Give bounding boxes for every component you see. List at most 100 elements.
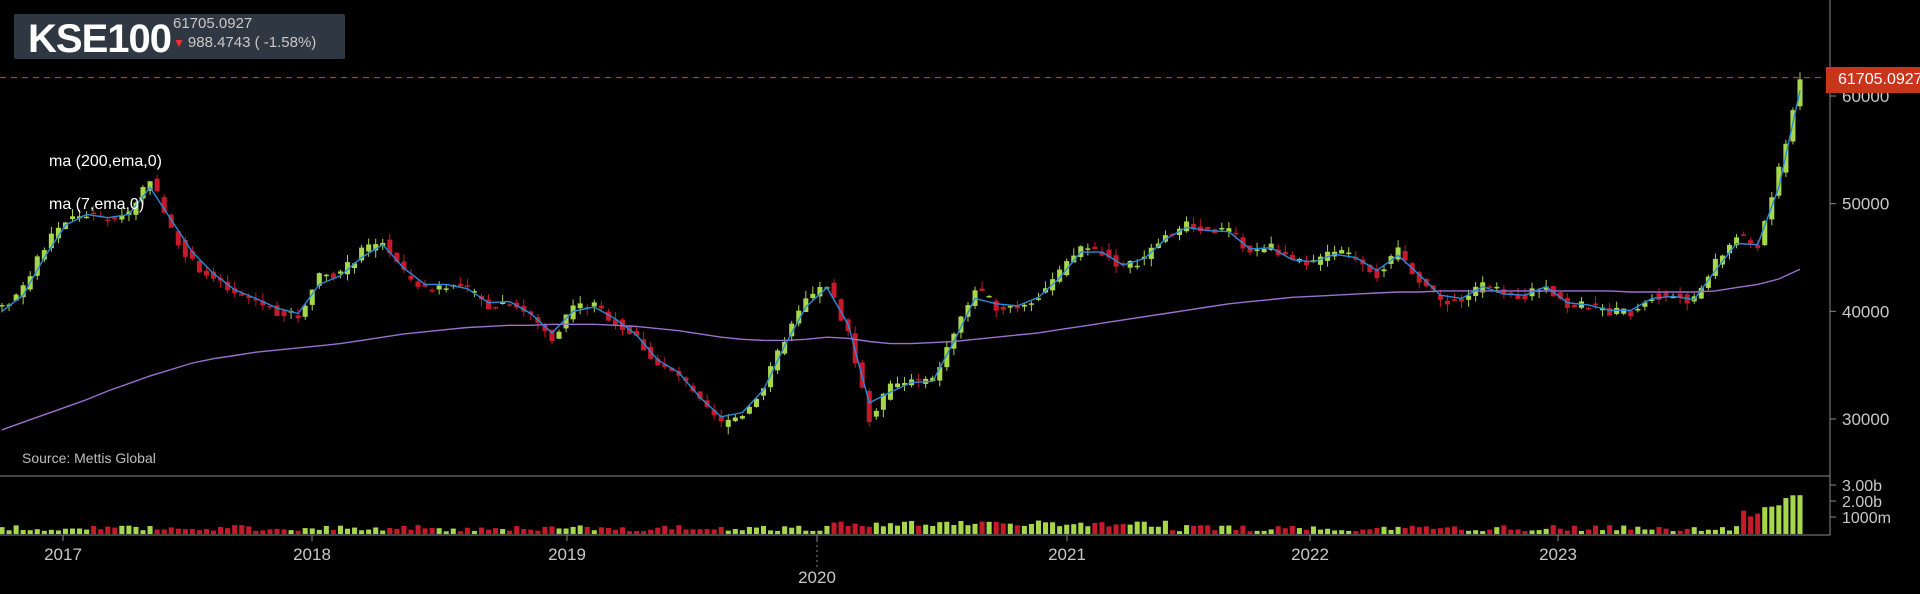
x-tick-label: 2019 xyxy=(548,545,586,564)
candle-body xyxy=(1402,251,1408,261)
volume-bar xyxy=(55,530,61,534)
volume-bar xyxy=(1642,529,1648,534)
volume-bar xyxy=(768,530,774,534)
volume-bar xyxy=(1564,530,1570,534)
volume-bar xyxy=(1318,529,1324,534)
candle-body xyxy=(605,311,611,321)
volume-bar xyxy=(1014,525,1020,534)
ma-7-line xyxy=(1,90,1801,418)
volume-bar xyxy=(725,530,731,534)
candle-body xyxy=(1508,292,1514,295)
candle-body xyxy=(112,217,118,220)
legend-ma-7[interactable]: ma (7,ema,0) xyxy=(49,196,145,213)
volume-bar xyxy=(337,525,343,534)
candle-body xyxy=(1092,246,1098,250)
volume-bar xyxy=(274,528,280,534)
volume-bar xyxy=(810,530,816,534)
candle-body xyxy=(500,302,506,305)
volume-bar xyxy=(796,525,802,534)
candle-body xyxy=(1303,260,1309,266)
volume-bar xyxy=(1607,525,1613,534)
candle-body xyxy=(563,314,569,329)
candle-body xyxy=(485,299,492,310)
volume-bar xyxy=(1437,528,1443,534)
volume-bar xyxy=(1459,529,1465,534)
candle-body xyxy=(1656,293,1662,300)
volume-bar xyxy=(1289,525,1295,534)
change-row: ▼ 988.4743 ( -1.58%) xyxy=(173,34,316,51)
candle-body xyxy=(542,324,548,332)
candle-body xyxy=(41,250,47,260)
candle-body xyxy=(274,305,280,316)
volume-bar xyxy=(1473,530,1479,534)
volume-bar xyxy=(1254,530,1260,534)
candle-body xyxy=(1374,269,1380,278)
volume-bar xyxy=(669,529,675,534)
volume-bar xyxy=(676,525,682,534)
volume-bar xyxy=(556,528,562,534)
volume-bar xyxy=(1621,525,1627,534)
volume-bar xyxy=(930,525,936,534)
candle-body xyxy=(1268,243,1274,250)
candle-body xyxy=(1621,308,1627,314)
volume-bar xyxy=(1064,524,1070,534)
volume-bar xyxy=(1466,530,1472,534)
candle-body xyxy=(1585,307,1591,310)
candle-body xyxy=(1437,295,1443,300)
volume-bar xyxy=(1409,525,1415,534)
candle-body xyxy=(267,305,273,308)
candle-body xyxy=(507,304,513,306)
volume-bar xyxy=(112,527,118,534)
volume-bar xyxy=(979,521,985,534)
candle-body xyxy=(634,330,640,336)
candle-body xyxy=(697,391,703,399)
volume-bar xyxy=(683,529,689,534)
candle-body xyxy=(1515,294,1521,299)
volume-bar xyxy=(1543,528,1549,534)
candle-body xyxy=(401,261,407,270)
volume-bar xyxy=(1205,525,1211,534)
volume-bar xyxy=(1769,506,1775,534)
volume-bar xyxy=(1677,530,1683,534)
candle-body xyxy=(415,281,421,287)
y-tick-label: 30000 xyxy=(1842,410,1889,429)
candle-body xyxy=(189,250,195,259)
candle-body xyxy=(725,419,731,427)
candle-body xyxy=(1226,228,1232,232)
volume-bar xyxy=(1522,531,1528,534)
volume-bar xyxy=(1296,528,1302,534)
candle-body xyxy=(810,293,816,298)
candle-body xyxy=(1726,244,1733,254)
volume-bar xyxy=(923,524,929,534)
candle-body xyxy=(648,346,654,359)
volume-bar xyxy=(48,529,54,534)
volume-bar xyxy=(295,530,301,534)
volume-bar xyxy=(753,527,759,534)
candle-body xyxy=(760,388,767,396)
candle-body xyxy=(1219,227,1225,230)
candle-body xyxy=(309,289,315,305)
legend-ma-200[interactable]: ma (200,ema,0) xyxy=(49,153,162,170)
candle-body xyxy=(225,281,231,291)
volume-bar xyxy=(211,530,217,534)
candle-body xyxy=(1494,286,1500,289)
volume-bar xyxy=(1212,530,1218,534)
candle-body xyxy=(930,377,936,381)
candle-body xyxy=(746,406,752,414)
volume-bar xyxy=(464,527,470,534)
candle-body xyxy=(464,285,470,287)
volume-bar xyxy=(1508,529,1514,534)
volume-bar xyxy=(6,530,12,534)
volume-bar xyxy=(641,531,647,534)
candle-body xyxy=(753,398,759,407)
candle-body xyxy=(1663,292,1669,297)
volume-bar xyxy=(1191,525,1197,534)
candle-body xyxy=(937,367,943,381)
candle-body xyxy=(34,256,40,276)
volume-bar xyxy=(1783,498,1789,534)
volume-bar xyxy=(1106,526,1112,534)
candle-body xyxy=(1000,306,1006,310)
candle-body xyxy=(1416,272,1422,283)
volume-bar xyxy=(1487,529,1493,534)
